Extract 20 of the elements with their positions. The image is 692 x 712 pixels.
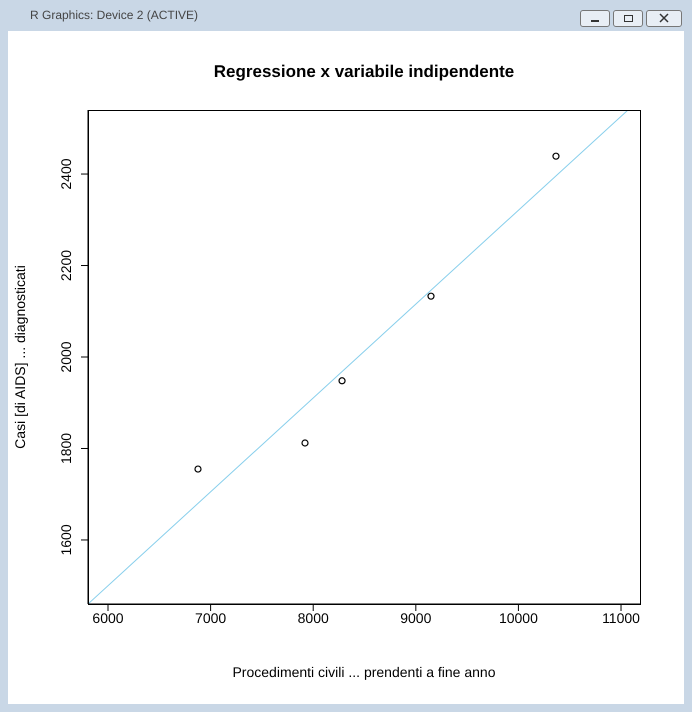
y-tick-label: 1600	[58, 524, 74, 556]
y-tick-label: 2000	[58, 341, 74, 373]
x-tick-label: 6000	[92, 610, 124, 626]
x-tick-label: 11000	[602, 610, 640, 626]
y-tick-label: 2200	[58, 250, 74, 282]
x-tick-label: 8000	[298, 610, 329, 626]
point	[338, 377, 346, 384]
point	[301, 439, 309, 447]
text: R Graphics: Device 2 (ACTIVE)	[30, 8, 198, 22]
y-tick-label: 1800	[58, 432, 74, 464]
x-tick-label: 10000	[498, 610, 538, 626]
chart-title: Regressione x variabile indipendente	[212, 62, 516, 82]
x-axis-title: Procedimenti civili ... prendenti a fine anno	[231, 664, 497, 680]
point	[427, 292, 435, 300]
point	[194, 465, 202, 473]
point	[552, 152, 560, 160]
y-axis-title: Casi [di AIDS] ... diagnosticati	[12, 264, 29, 451]
x-tick-label: 7000	[195, 610, 226, 626]
x-tick-label: 9000	[400, 610, 432, 626]
y-tick-label: 2400	[58, 158, 74, 190]
